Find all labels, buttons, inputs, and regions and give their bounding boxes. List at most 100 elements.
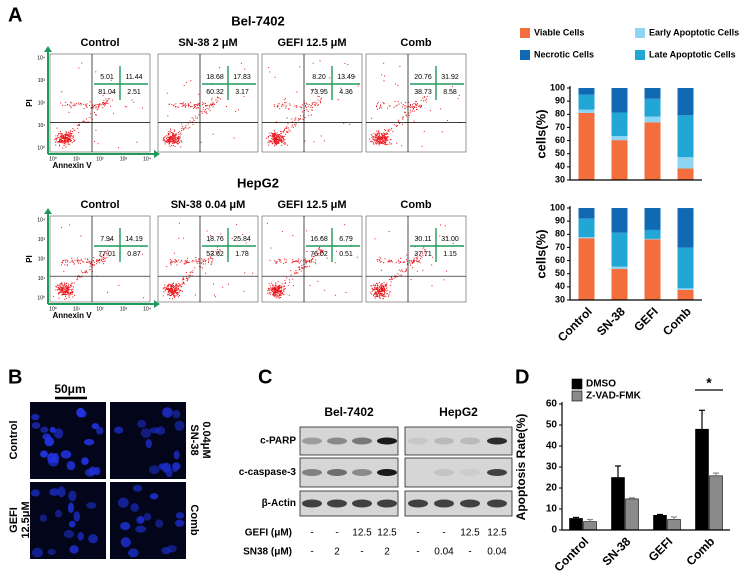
event-dot <box>381 287 383 289</box>
event-dot <box>413 261 415 263</box>
blot-band <box>377 469 397 476</box>
event-dot <box>276 288 278 290</box>
event-dot <box>283 130 285 132</box>
event-dot <box>314 88 316 90</box>
x-axis-label: Annexin V <box>52 161 92 170</box>
event-dot <box>66 140 68 142</box>
event-dot <box>382 297 384 299</box>
event-dot <box>269 71 271 73</box>
event-dot <box>405 259 407 261</box>
event-dot <box>391 143 393 145</box>
event-dot <box>375 293 377 295</box>
event-dot <box>191 261 193 263</box>
event-dot <box>83 261 85 263</box>
event-dot <box>69 261 71 263</box>
plot-title: Control <box>80 37 119 49</box>
event-dot <box>171 289 173 291</box>
event-dot <box>56 137 58 139</box>
event-dot <box>415 108 417 110</box>
event-dot <box>408 114 410 116</box>
event-dot <box>377 286 379 288</box>
bar-segment <box>644 98 661 117</box>
event-dot <box>167 136 169 138</box>
event-dot <box>176 142 178 144</box>
event-dot <box>104 258 106 260</box>
event-dot <box>413 261 415 263</box>
event-dot <box>377 142 379 144</box>
event-dot <box>55 139 57 141</box>
event-dot <box>172 132 174 134</box>
event-dot <box>163 291 165 293</box>
event-dot <box>177 132 179 134</box>
event-dot <box>64 283 66 285</box>
protein-label: c-PARP <box>260 436 296 447</box>
event-dot <box>62 284 64 286</box>
bar-segment <box>578 112 595 180</box>
event-dot <box>371 135 373 137</box>
event-dot <box>212 283 214 285</box>
event-dot <box>173 289 175 291</box>
event-dot <box>84 258 86 260</box>
event-dot <box>173 139 175 141</box>
event-dot <box>177 288 179 290</box>
event-dot <box>272 139 274 141</box>
event-dot <box>110 79 112 81</box>
event-dot <box>170 128 172 130</box>
event-dot <box>389 260 391 262</box>
event-dot <box>181 290 183 292</box>
event-dot <box>278 297 280 299</box>
event-dot <box>196 261 198 263</box>
event-dot <box>384 289 386 291</box>
event-dot <box>278 137 280 139</box>
bar-segment <box>578 218 595 238</box>
event-dot <box>73 282 75 284</box>
event-dot <box>64 293 66 295</box>
event-dot <box>413 259 415 261</box>
event-dot <box>306 266 308 268</box>
event-dot <box>381 287 383 289</box>
quadrant-percent: 53.62 <box>206 251 224 258</box>
event-dot <box>374 297 376 299</box>
event-dot <box>184 106 186 108</box>
event-dot <box>285 102 287 104</box>
bar-segment <box>644 116 661 123</box>
event-dot <box>279 296 281 298</box>
event-dot <box>276 289 278 291</box>
event-dot <box>379 133 381 135</box>
event-dot <box>71 292 73 294</box>
event-dot <box>104 102 106 104</box>
event-dot <box>210 235 212 237</box>
event-dot <box>211 99 213 101</box>
event-dot <box>383 296 385 298</box>
event-dot <box>180 290 182 292</box>
event-dot <box>319 254 321 256</box>
axis-arrow <box>154 300 160 308</box>
event-dot <box>106 101 108 103</box>
event-dot <box>66 104 68 106</box>
event-dot <box>276 289 278 291</box>
event-dot <box>276 134 278 136</box>
event-dot <box>103 258 105 260</box>
event-dot <box>375 143 377 145</box>
event-dot <box>89 101 91 103</box>
event-dot <box>303 102 305 104</box>
event-dot <box>181 106 183 108</box>
event-dot <box>271 142 273 144</box>
event-dot <box>376 142 378 144</box>
event-dot <box>297 266 299 268</box>
event-dot <box>396 104 398 106</box>
event-dot <box>383 62 385 64</box>
event-dot <box>68 283 70 285</box>
event-dot <box>301 111 303 113</box>
event-dot <box>381 141 383 143</box>
event-dot <box>92 264 94 266</box>
event-dot <box>383 80 385 82</box>
event-dot <box>108 98 110 100</box>
event-dot <box>67 139 69 141</box>
event-dot <box>283 286 285 288</box>
event-dot <box>415 254 417 256</box>
event-dot <box>79 262 81 264</box>
event-dot <box>104 105 106 107</box>
event-dot <box>271 133 273 135</box>
event-dot <box>218 251 220 253</box>
